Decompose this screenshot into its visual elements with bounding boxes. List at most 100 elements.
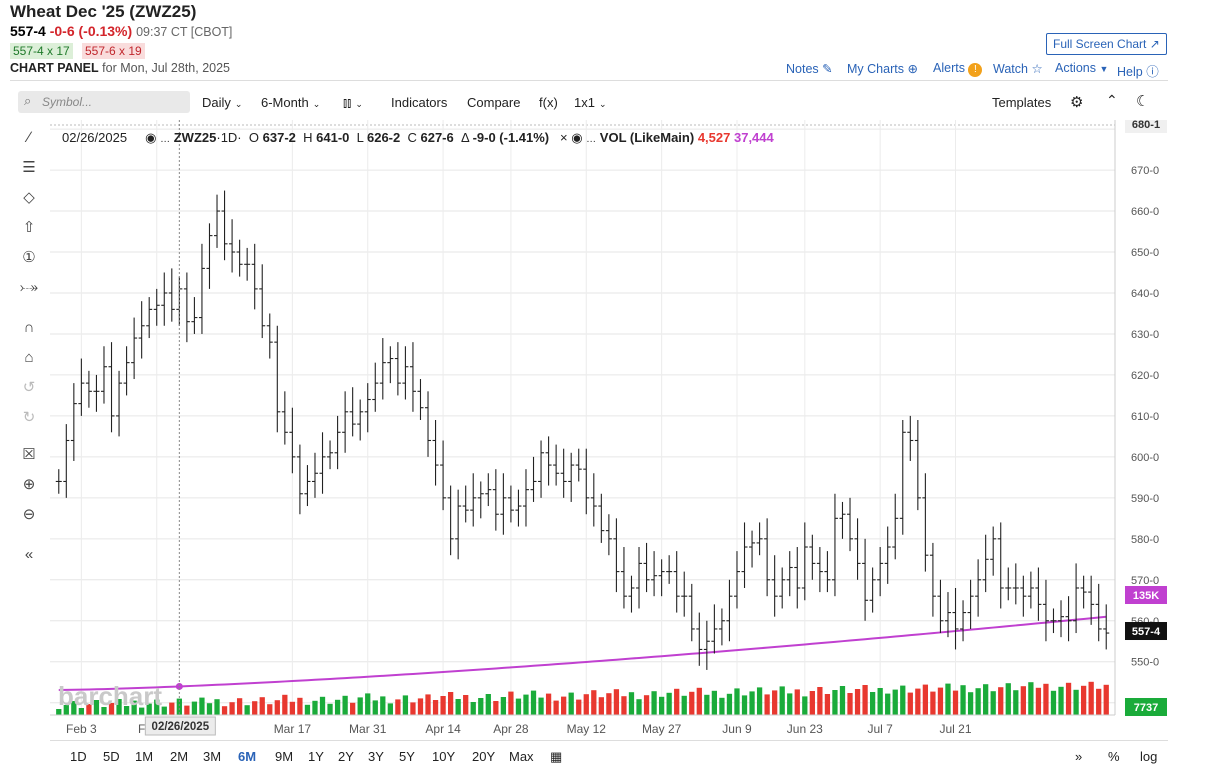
legend-low: 626-2 <box>366 130 401 145</box>
volume-bar <box>794 689 800 715</box>
eye-icon[interactable]: ◉ <box>145 130 157 145</box>
volume-bar <box>108 703 115 715</box>
page-title: Wheat Dec '25 (ZWZ25) <box>10 2 197 21</box>
search-icon: ⌕ <box>24 93 32 108</box>
volume-bar <box>500 697 507 715</box>
line-tool-icon[interactable]: ∕ <box>27 129 31 146</box>
templates-button[interactable]: Templates <box>992 95 1052 110</box>
fx-button[interactable]: f(x) <box>539 95 558 110</box>
header-divider <box>10 80 1168 81</box>
trash-icon[interactable]: ☒ <box>22 446 36 463</box>
range-button-6m[interactable]: 6M <box>238 749 257 764</box>
panel-date: for Mon, Jul 28th, 2025 <box>102 61 230 75</box>
volume-bar <box>485 694 491 715</box>
x-tick-label: Jul 7 <box>867 722 893 736</box>
volume-bar <box>847 693 853 715</box>
volume-bar <box>116 699 122 715</box>
measure-tool-icon[interactable]: ⤐ <box>19 279 38 296</box>
legend-symbol: ZWZ25 <box>173 130 217 145</box>
range-button-1m[interactable]: 1M <box>135 749 154 764</box>
range-button-1y[interactable]: 1Y <box>308 749 324 764</box>
more-icon[interactable]: … <box>586 134 597 145</box>
magnet-icon[interactable]: ∩ <box>23 319 35 336</box>
price-summary: 557-4 -0-6 (-0.13%) 09:37 CT [CBOT] <box>10 23 232 39</box>
range-button-10y[interactable]: 10Y <box>432 749 456 764</box>
volume-bar <box>764 694 770 715</box>
log-scale-button[interactable]: log <box>1140 749 1158 764</box>
help-link[interactable]: Help ⓘ <box>1117 61 1159 80</box>
shape-tool-icon[interactable]: ◇ <box>23 189 35 206</box>
range-button-5d[interactable]: 5D <box>103 749 120 764</box>
volume-bar <box>892 689 898 715</box>
close-icon[interactable]: × <box>559 130 568 145</box>
drawing-toolbar: ∕ ☰ ◇ ⇧ ① ⤐ ∩ ⌂ ↺ ↻ ☒ ⊕ ⊖ « <box>10 124 50 569</box>
volume-bar <box>937 687 944 715</box>
eye-icon[interactable]: ◉ <box>571 130 583 145</box>
legend-volume: 4,527 <box>697 130 731 145</box>
full-screen-chart-button[interactable]: Full Screen Chart ↗ <box>1046 33 1167 55</box>
collapse-icon[interactable]: ⌃ <box>1106 92 1118 108</box>
compare-button[interactable]: Compare <box>467 95 521 110</box>
price-chart[interactable]: 540-0550-0560-0570-0580-0590-0600-0610-0… <box>50 115 1168 740</box>
range-button-2m[interactable]: 2M <box>170 749 189 764</box>
chart-panel[interactable]: 540-0550-0560-0570-0580-0590-0600-0610-0… <box>50 115 1168 740</box>
star-icon: ☆ <box>1031 62 1043 76</box>
volume-bar <box>63 705 69 715</box>
range-button-max[interactable]: Max <box>509 749 534 764</box>
symbol-search-input[interactable]: ⌕ Symbol... <box>18 91 190 113</box>
alerts-link[interactable]: Alerts ! <box>933 61 983 77</box>
dark-mode-icon[interactable]: ☾ <box>1136 93 1150 110</box>
watch-label: Watch <box>993 62 1028 76</box>
watch-link[interactable]: Watch ☆ <box>993 61 1043 76</box>
lock-icon[interactable]: ⌂ <box>24 349 34 366</box>
x-tick-label: Feb 3 <box>66 722 97 736</box>
interval-select[interactable]: Daily ⌄ <box>202 95 242 110</box>
range-button-3m[interactable]: 3M <box>203 749 222 764</box>
range-button-2y[interactable]: 2Y <box>338 749 354 764</box>
volume-bar <box>470 702 476 715</box>
my-charts-link[interactable]: My Charts ⊕ <box>847 61 918 76</box>
chart-type-select[interactable]: ⫾⫾ ⌄ <box>343 95 363 111</box>
caret-down-icon: ▼ <box>1099 64 1109 74</box>
calendar-icon[interactable]: ▦ <box>550 749 563 764</box>
expand-right-icon[interactable]: » <box>1075 749 1083 764</box>
range-button-5y[interactable]: 5Y <box>399 749 415 764</box>
range-button-9m[interactable]: 9M <box>275 749 294 764</box>
zoom-out-icon[interactable]: ⊖ <box>22 506 36 523</box>
volume-bar <box>380 696 386 715</box>
fib-tool-icon[interactable]: ☰ <box>22 159 36 176</box>
volume-bar <box>1096 688 1102 715</box>
help-label: Help <box>1117 65 1143 79</box>
redo-icon[interactable]: ↻ <box>22 409 36 426</box>
actions-menu[interactable]: Actions ▼ <box>1055 61 1108 75</box>
range-button-3y[interactable]: 3Y <box>368 749 384 764</box>
annotation-tool-icon[interactable]: ① <box>22 249 36 266</box>
arrow-tool-icon[interactable]: ⇧ <box>22 219 36 236</box>
volume-bar <box>696 687 702 715</box>
range-label: 6-Month <box>261 95 309 110</box>
y-tick-label: 590-0 <box>1131 493 1159 505</box>
volume-bar <box>787 693 793 715</box>
range-button-1d[interactable]: 1D <box>70 749 87 764</box>
notes-link[interactable]: Notes ✎ <box>786 61 833 76</box>
y-tick-label: 630-0 <box>1131 329 1159 341</box>
gear-icon[interactable]: ⚙ <box>1070 94 1084 111</box>
undo-icon[interactable]: ↺ <box>22 379 36 396</box>
indicators-button[interactable]: Indicators <box>391 95 448 110</box>
percent-scale-button[interactable]: % <box>1108 749 1120 764</box>
legend-l-label: L <box>356 130 364 145</box>
volume-bar <box>756 687 763 715</box>
volume-bar <box>169 702 175 715</box>
zoom-in-icon[interactable]: ⊕ <box>22 476 36 493</box>
range-button-20y[interactable]: 20Y <box>472 749 496 764</box>
volume-bar <box>101 707 107 715</box>
volume-bar <box>568 692 574 715</box>
layout-select[interactable]: 1x1 ⌄ <box>574 95 607 110</box>
volume-bar <box>365 693 371 715</box>
collapse-left-icon[interactable]: « <box>24 546 34 563</box>
volume-bar <box>154 699 160 715</box>
more-icon[interactable]: … <box>160 134 171 145</box>
range-select[interactable]: 6-Month ⌄ <box>261 95 320 110</box>
legend-open: 637-2 <box>262 130 296 145</box>
volume-bar <box>907 692 913 715</box>
